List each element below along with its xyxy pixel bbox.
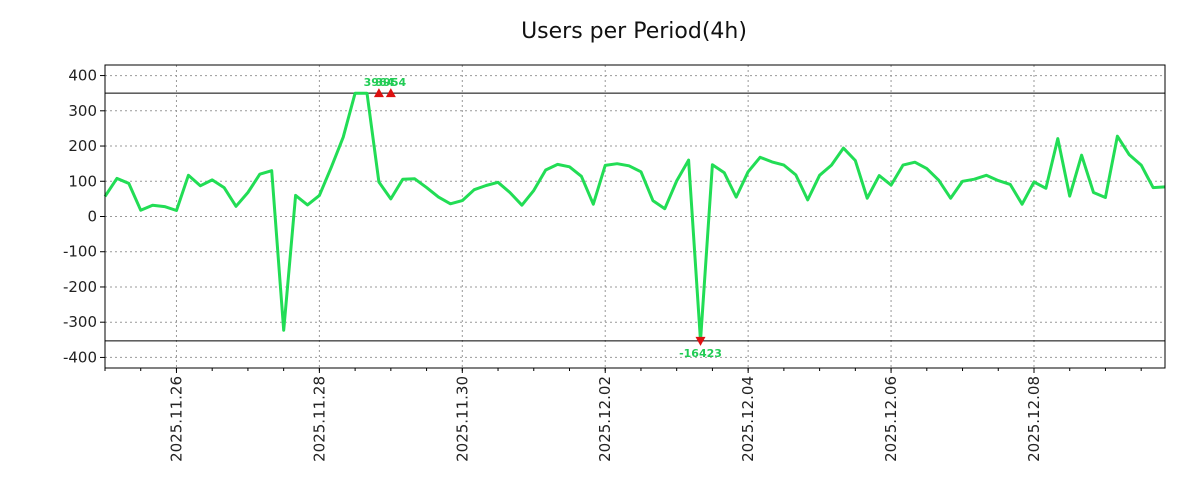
y-axis: 400 300 200 100 0 -100 -200 -300 -400 <box>63 67 105 366</box>
x-tick-label: 2025.12.02 <box>596 376 614 462</box>
x-tick-label: 2025.11.28 <box>310 376 328 462</box>
x-tick-label: 2025.11.26 <box>167 376 185 462</box>
y-tick-label: 400 <box>68 67 97 85</box>
x-tick-label: 2025.12.08 <box>1025 376 1043 462</box>
series-layer <box>103 91 1166 343</box>
plot-frame <box>104 64 1166 369</box>
outlier-marker <box>385 88 396 98</box>
y-tick-label: -200 <box>63 278 97 296</box>
y-tick-label: -300 <box>63 313 97 331</box>
series-line <box>103 91 1166 343</box>
x-tick-label: 2025.12.06 <box>882 376 900 462</box>
outlier-marker <box>695 336 706 346</box>
y-tick-label: 100 <box>68 172 97 190</box>
chart-title: Users per Period(4h) <box>521 19 747 44</box>
outlier-label: 3954 <box>376 76 407 89</box>
grid <box>105 65 1165 368</box>
y-tick-label: -400 <box>63 348 97 366</box>
outlier-marker <box>373 88 384 98</box>
outlier-label: 3964 <box>364 76 395 89</box>
y-tick-label: -100 <box>63 243 97 261</box>
x-tick-label: 2025.12.04 <box>739 376 757 462</box>
outlier-label: -16423 <box>679 347 722 360</box>
x-axis: 2025.11.26 2025.11.28 2025.11.30 2025.12.02… <box>104 368 1142 462</box>
y-tick-label: 0 <box>87 208 97 226</box>
x-tick-label: 2025.11.30 <box>453 376 471 462</box>
y-tick-label: 300 <box>68 102 97 120</box>
y-tick-label: 200 <box>68 137 97 155</box>
clip-lines <box>105 92 1165 342</box>
